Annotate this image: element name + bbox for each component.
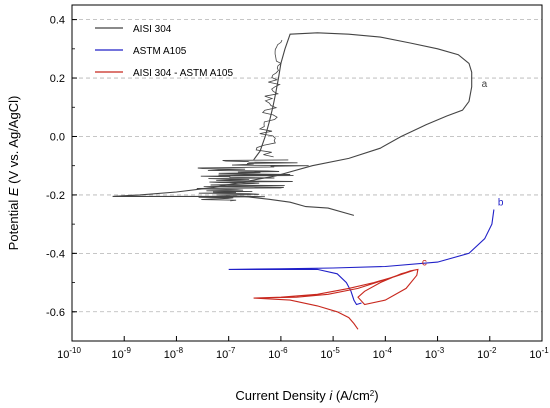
series-layer [112, 32, 495, 330]
series-2 [228, 209, 495, 306]
x-tick-label: 10-10 [57, 346, 81, 361]
plot-frame [71, 4, 543, 342]
x-tick-base: 10 [268, 349, 280, 361]
x-tick-base: 10 [529, 349, 541, 361]
y-tick-label: -0.4 [46, 248, 65, 260]
x-tick-label: 10-6 [268, 346, 288, 361]
legend-item: AISI 304 [95, 24, 172, 35]
y-axis-title-part: Potential [6, 196, 21, 250]
x-tick-exponent: -2 [489, 346, 497, 355]
x-tick-exponent: -7 [228, 346, 236, 355]
curve-label-b: b [498, 198, 504, 209]
x-tick-base: 10 [477, 349, 489, 361]
x-tick-label: 10-7 [216, 346, 236, 361]
x-tick-exponent: -9 [124, 346, 132, 355]
series-3 [253, 268, 419, 330]
x-tick-label: 10-1 [529, 346, 549, 361]
x-tick-exponent: -3 [437, 346, 445, 355]
x-tick-label: 10-2 [477, 346, 497, 361]
y-tick-label: -0.2 [46, 190, 65, 202]
x-tick-base: 10 [373, 349, 385, 361]
legend-label: AISI 304 - ASTM A105 [133, 68, 233, 79]
x-axis-title: Current Density i (A/cm2) [235, 388, 378, 403]
x-tick-base: 10 [320, 349, 332, 361]
y-tick-label: 0.4 [50, 15, 65, 27]
x-tick-label: 10-5 [320, 346, 340, 361]
x-axis-title-part: ) [374, 388, 378, 403]
y-axis-title: Potential E (V vs. Ag/AgCl) [6, 96, 21, 251]
y-tick-label: 0.0 [50, 131, 65, 143]
x-axis-title-part: (A/cm [332, 388, 370, 403]
legend-label: AISI 304 [133, 24, 172, 35]
x-tick-exponent: -10 [69, 346, 81, 355]
grid-lines [72, 19, 542, 313]
x-tick-base: 10 [112, 349, 124, 361]
x-tick-label: 10-9 [112, 346, 132, 361]
x-tick-exponent: -1 [542, 346, 550, 355]
y-axis-title-symbol: E [6, 187, 21, 196]
series-1 [112, 32, 473, 216]
curve-label-a: a [482, 79, 488, 90]
x-tick-base: 10 [164, 349, 176, 361]
curve-labels: a b c [422, 79, 504, 269]
y-tick-label: -0.6 [46, 307, 65, 319]
series-noise [196, 159, 309, 202]
legend: AISI 304 ASTM A105 AISI 304 - ASTM A105 [95, 24, 233, 79]
x-tick-label: 10-3 [425, 346, 445, 361]
series-line [253, 268, 419, 330]
x-tick-exponent: -4 [385, 346, 393, 355]
x-tick-label: 10-8 [164, 346, 184, 361]
x-tick-base: 10 [216, 349, 228, 361]
x-tick-exponent: -8 [176, 346, 184, 355]
x-axis-title-exp: 2 [370, 389, 375, 398]
x-tick-label: 10-4 [373, 346, 393, 361]
x-tick-exponent: -5 [333, 346, 341, 355]
x-axis-title-symbol: i [329, 388, 333, 403]
x-tick-base: 10 [425, 349, 437, 361]
legend-item: ASTM A105 [95, 46, 187, 57]
axis-ticks: 0.40.20.0-0.2-0.4-0.610-10 10-9 10-8 10-7 10… [46, 15, 549, 361]
series-line [228, 209, 495, 306]
x-tick-exponent: -6 [280, 346, 288, 355]
x-tick-base: 10 [57, 349, 69, 361]
curve-label-c: c [422, 257, 427, 268]
legend-label: ASTM A105 [133, 46, 187, 57]
series-noise [255, 39, 283, 158]
y-tick-label: 0.2 [50, 73, 65, 85]
series-line [112, 32, 473, 216]
legend-item: AISI 304 - ASTM A105 [95, 68, 233, 79]
y-axis-title-part: (V vs. Ag/AgCl) [6, 96, 21, 188]
x-axis-title-part: Current Density [235, 388, 329, 403]
